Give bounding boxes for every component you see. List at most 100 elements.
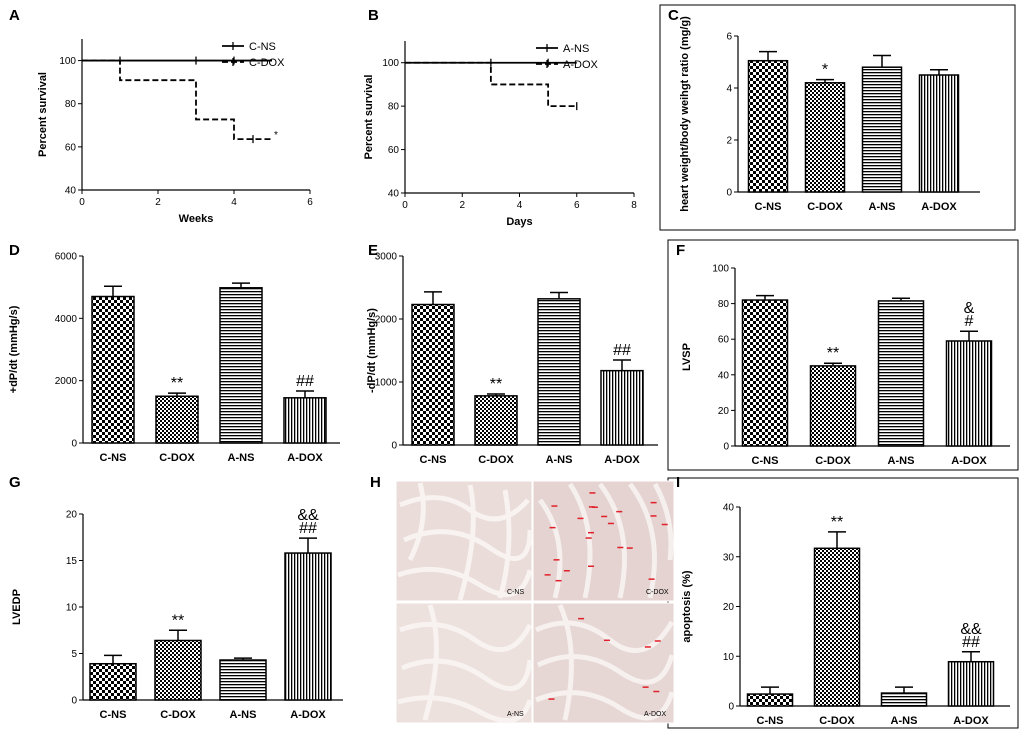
y-tick-label: 2000 [375,315,398,326]
significance-mark: * [274,130,278,141]
y-tick-label: 60 [718,335,730,346]
y-axis-label: heart weight/body weihgt ratio (mg/g) [679,16,691,212]
bar-c-ns [741,299,789,447]
bar-c-dox [155,395,199,444]
x-tick-label: 4 [231,197,237,208]
panel-frame [667,239,1019,471]
panel-label: D [9,242,20,259]
y-axis-label: Percent survival [37,72,49,157]
bar-a-dox [283,397,327,444]
y-tick-label: 20 [66,510,78,521]
histology-image-a-dox: A-DOX [532,602,675,724]
bar-c-ns [746,693,794,707]
panel-label: A [9,7,20,24]
y-tick-label: 10 [66,603,78,614]
y-tick-label: 30 [723,552,735,563]
significance-mark: * [822,62,828,79]
y-tick-label: 0 [71,439,77,450]
x-category-label: A-NS [230,709,257,721]
y-axis-label: apoptosis (%) [681,570,693,642]
y-axis-label: LVSP [681,343,693,371]
y-axis-label: Percent survival [363,75,375,160]
x-tick-label: 0 [402,200,408,211]
x-category-label: C-DOX [807,201,843,213]
panel-label: B [368,7,379,24]
chart-panel-g: G 0 5 10 15 20 LVEDP C-NS C-DOX ** A-NS A-DOX &&## [9,474,343,721]
x-tick-label: 2 [459,200,465,211]
bar-c-ns [411,303,455,446]
x-tick-label: 4 [517,200,523,211]
significance-mark: ** [172,612,184,629]
y-tick-label: 40 [718,370,730,381]
y-tick-label: 60 [65,142,77,153]
significance-mark: ## [962,634,980,651]
y-tick-label: 100 [382,58,399,69]
y-tick-label: 0 [726,188,732,199]
significance-mark: ## [613,342,631,359]
y-tick-label: 80 [65,99,77,110]
y-tick-label: 0 [723,442,729,453]
x-axis-label: Weeks [179,213,214,225]
bar-c-dox [809,365,857,447]
chart-panel-b: B 40 60 80 100 Percent survival 0 2 4 6 8 Days A-NS A… [363,7,637,228]
x-category-label: C-NS [752,455,779,467]
x-category-label: C-NS [420,454,447,466]
bar-a-dox [947,660,995,707]
bar-c-dox [474,395,518,446]
bar-c-ns [747,59,789,193]
significance-mark: ** [827,345,839,362]
chart-panel-c: C 0 2 4 6 heart weight/body weihgt ratio (mg/… [659,4,1016,231]
y-tick-label: 0 [71,696,77,707]
y-tick-label: 5 [71,649,77,660]
x-category-label: C-NS [757,715,784,727]
panel-frame [659,4,1016,231]
x-category-label: A-NS [546,454,573,466]
x-tick-label: 8 [631,200,637,211]
x-category-label: A-DOX [604,454,640,466]
x-category-label: C-DOX [815,455,851,467]
y-tick-label: 1000 [375,378,398,389]
bar-c-dox [804,82,846,193]
legend-label: A-NS [563,43,589,55]
y-tick-label: 80 [718,299,730,310]
significance-mark: ** [171,375,183,392]
bar-c-dox [813,547,861,707]
y-tick-label: 4 [726,84,732,95]
panel-label: E [368,242,378,259]
x-tick-label: 0 [79,197,85,208]
x-category-label: C-NS [755,201,782,213]
y-tick-label: 80 [388,102,400,113]
panel-label: G [9,474,21,491]
significance-mark: # [965,313,974,330]
chart-panel-i: I 0 10 20 30 40 apoptosis (%) C-NS C-DOX ** A-NS A-… [667,474,1019,729]
significance-mark: ** [831,514,843,531]
y-tick-label: 100 [59,56,76,67]
x-category-label: C-DOX [160,709,196,721]
bar-a-ns [219,659,267,701]
chart-panel-a: A 40 60 80 100 Percent survival 0 2 4 6 Weeks C-NS *… [9,7,313,225]
x-category-label: C-DOX [478,454,514,466]
y-tick-label: 40 [723,503,735,514]
bar-a-ns [219,287,263,444]
x-category-label: C-DOX [819,715,855,727]
significance-mark: && [297,507,319,524]
y-tick-label: 40 [65,186,77,197]
y-axis-label: +dP/dt (mmHg/s) [8,305,20,393]
x-category-label: C-NS [100,452,127,464]
y-tick-label: 0 [728,702,734,713]
significance-mark: & [964,300,975,317]
x-category-label: A-DOX [951,455,987,467]
x-category-label: A-DOX [953,715,989,727]
bar-a-ns [880,692,928,707]
x-category-label: A-NS [888,455,915,467]
y-tick-label: 60 [388,145,400,156]
y-tick-label: 0 [391,441,397,452]
histology-grid: C-NS C-DOX A-NS A-DOX [395,480,675,724]
x-tick-label: 6 [574,200,580,211]
histology-label: A-DOX [644,711,667,718]
y-tick-label: 100 [712,264,729,275]
chart-panel-d: D 0 2000 4000 6000 +dP/dt (mmHg/s) C-NS C-DOX **… [8,242,340,464]
panel-label: F [676,242,685,259]
